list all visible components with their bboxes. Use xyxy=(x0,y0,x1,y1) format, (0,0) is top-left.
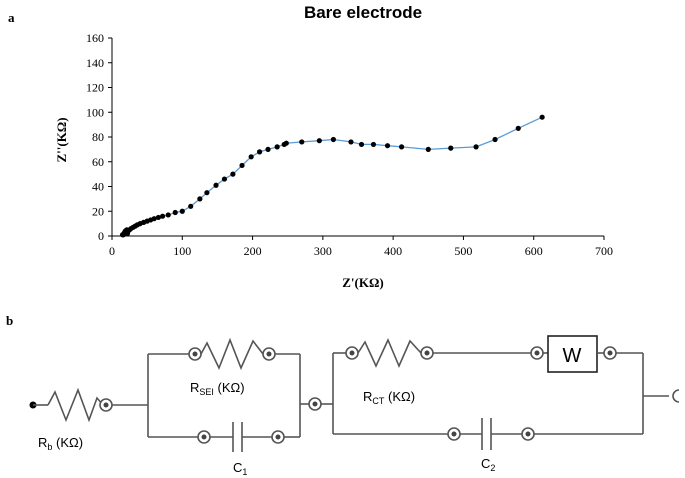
x-tick-label: 500 xyxy=(454,244,472,258)
data-point xyxy=(179,208,185,214)
rsei-node-left-inner xyxy=(192,351,198,357)
x-ticks: 0 100 200 300 400 500 600 700 xyxy=(109,236,613,258)
x-tick-label: 100 xyxy=(173,244,191,258)
warburg-label: W xyxy=(563,345,582,367)
data-point xyxy=(539,114,545,120)
panel-a-label: a xyxy=(8,10,15,25)
rct-node-left-inner xyxy=(349,350,355,356)
warburg-element xyxy=(547,335,598,373)
x-tick-label: 400 xyxy=(384,244,402,258)
y-tick-label: 120 xyxy=(86,81,104,95)
impedance-chart: 0 100 200 300 400 500 600 700 0 20 40 60 80 100 120 14… xyxy=(54,31,613,290)
x-axis-label: Z'(KΩ) xyxy=(342,275,383,290)
w-node-left-inner xyxy=(534,350,540,356)
c1-node-right-inner xyxy=(275,434,281,440)
data-point xyxy=(330,136,336,143)
x-tick-label: 0 xyxy=(109,244,115,258)
data-point xyxy=(370,141,377,148)
x-tick-label: 200 xyxy=(244,244,262,258)
rb-label: Rb (KΩ) xyxy=(38,435,83,452)
y-tick-label: 20 xyxy=(92,204,104,218)
data-point xyxy=(274,144,280,150)
data-point xyxy=(257,149,263,155)
x-tick-label: 700 xyxy=(595,244,613,258)
output-terminal xyxy=(672,389,680,403)
data-point xyxy=(151,216,157,222)
rb-resistor xyxy=(47,387,104,423)
y-ticks: 0 20 40 60 80 100 120 140 160 xyxy=(86,31,112,243)
panel-b-label: b xyxy=(6,313,13,328)
rct-node-right-inner xyxy=(424,350,430,356)
data-point xyxy=(221,176,228,182)
x-tick-label: 300 xyxy=(314,244,332,258)
data-point xyxy=(384,143,391,149)
data-point xyxy=(248,154,254,160)
data-point xyxy=(348,139,354,145)
series-points xyxy=(119,114,545,238)
y-tick-label: 100 xyxy=(86,105,104,119)
data-point xyxy=(358,141,365,148)
rsei-resistor xyxy=(200,337,264,371)
data-point xyxy=(239,162,245,169)
y-tick-label: 40 xyxy=(92,180,104,194)
c2-label: C2 xyxy=(481,456,495,473)
x-tick-label: 600 xyxy=(525,244,543,258)
data-point xyxy=(230,171,236,177)
data-point xyxy=(160,213,166,219)
rsei-node-right-inner xyxy=(266,351,272,357)
c1-label: C1 xyxy=(233,460,247,477)
data-point xyxy=(283,140,289,146)
rct-resistor xyxy=(357,338,422,369)
chart-title: Bare electrode xyxy=(304,3,422,22)
junction-node-inner xyxy=(312,401,318,407)
y-tick-label: 80 xyxy=(92,130,104,144)
data-point xyxy=(299,139,305,145)
data-point xyxy=(213,182,219,188)
data-point xyxy=(316,138,322,144)
c2-node-right-inner xyxy=(525,431,531,437)
data-point xyxy=(197,196,203,202)
data-point xyxy=(473,144,479,150)
data-point xyxy=(492,136,498,143)
data-point xyxy=(188,203,194,209)
y-tick-label: 0 xyxy=(98,229,104,243)
rsei-label: RSEI (KΩ) xyxy=(190,380,245,397)
data-point xyxy=(398,144,405,150)
data-point xyxy=(204,190,210,196)
data-point xyxy=(165,212,171,218)
data-point xyxy=(265,146,271,152)
c2-node-left-inner xyxy=(451,431,457,437)
equivalent-circuit xyxy=(29,335,680,452)
y-tick-label: 160 xyxy=(86,31,104,45)
y-tick-label: 60 xyxy=(92,155,104,169)
c1-node-left-inner xyxy=(201,434,207,440)
data-point xyxy=(425,146,431,152)
y-axis-label: Z''(KΩ) xyxy=(54,117,69,162)
data-point xyxy=(515,125,521,131)
data-point xyxy=(155,214,161,221)
w-node-right-inner xyxy=(607,350,613,356)
data-point xyxy=(448,145,454,151)
y-tick-label: 140 xyxy=(86,56,104,70)
rb-node-inner xyxy=(103,402,109,408)
rct-label: RCT (KΩ) xyxy=(363,389,415,406)
data-point xyxy=(172,209,178,216)
series-line xyxy=(122,116,543,236)
